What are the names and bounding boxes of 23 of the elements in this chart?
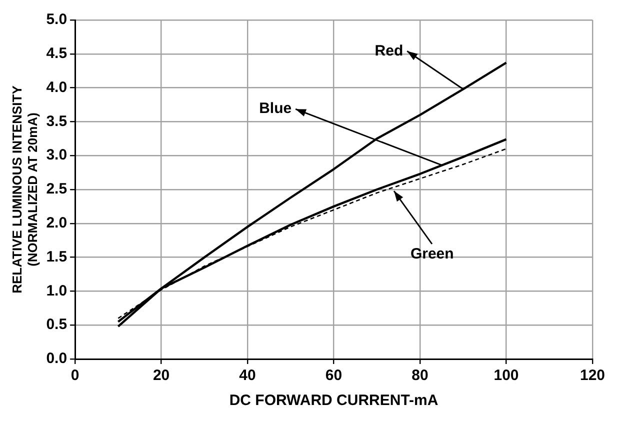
y-tick-label: 4.5 xyxy=(46,45,68,62)
y-tick-label: 0.5 xyxy=(46,316,68,334)
y-tick-label: 1.5 xyxy=(46,248,68,266)
y-tick-label: 4.0 xyxy=(46,78,68,96)
x-tick-label: 80 xyxy=(412,367,428,384)
x-axis-title: DC FORWARD CURRENT-mA xyxy=(229,392,438,410)
y-axis-title: RELATIVE LUMINOUS INTENSITY (NORMALIZED AT 20mA) xyxy=(9,85,40,294)
y-tick-label: 1.0 xyxy=(46,282,68,300)
y-tick-label: 2.5 xyxy=(46,180,68,198)
annotation: Green xyxy=(410,245,454,262)
x-tick-label: 120 xyxy=(580,367,605,384)
x-tick-label: 100 xyxy=(494,367,519,384)
annotation: Red xyxy=(374,42,404,60)
y-tick-label: 3.5 xyxy=(46,112,68,130)
x-tick-label: 40 xyxy=(239,367,256,384)
y-tick-label: 3.0 xyxy=(46,146,68,164)
annotation: Blue xyxy=(259,100,292,118)
x-tick-label: 0 xyxy=(70,367,80,384)
y-tick-label: 0.0 xyxy=(46,350,68,368)
y-tick-label: 5.0 xyxy=(46,11,68,28)
x-tick-label: 60 xyxy=(325,367,342,384)
y-tick-label: 2.0 xyxy=(46,214,68,232)
x-tick-label: 20 xyxy=(152,367,170,384)
